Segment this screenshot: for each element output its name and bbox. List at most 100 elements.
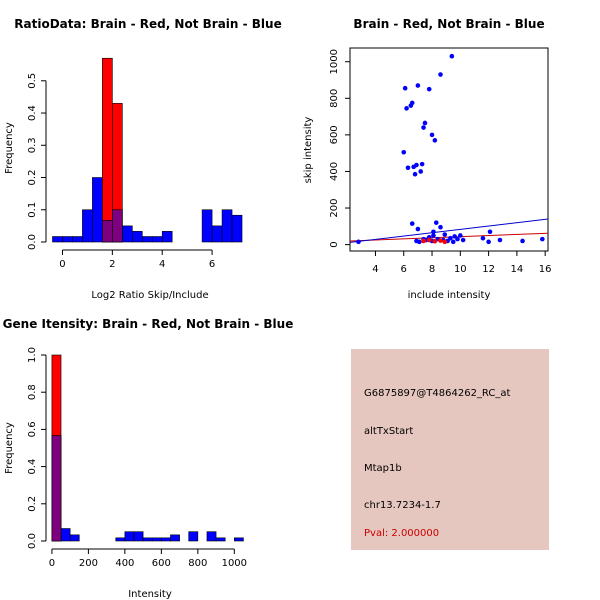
ratio-x-tick-label: 4 xyxy=(159,259,165,270)
ratio-histogram-xlabel: Log2 Ratio Skip/Include xyxy=(91,290,208,301)
ratio-x-tick-label: 0 xyxy=(59,259,65,270)
scatter-y-tick-label: 0 xyxy=(329,241,340,247)
ratio-y-tick-label: 0.3 xyxy=(27,137,38,153)
not-brain-point xyxy=(452,234,457,239)
gene-intensity-x-tick-label: 200 xyxy=(79,558,98,569)
gene-intensity-blue-bar xyxy=(170,534,180,542)
gene-intensity-y-tick-label: 0.2 xyxy=(27,496,38,512)
gene-intensity-blue-bar xyxy=(142,537,153,542)
event-type-text: altTxStart xyxy=(364,426,413,437)
not-brain-point xyxy=(460,237,466,243)
not-brain-point xyxy=(540,236,545,242)
gene-intensity-y-tick-label: 0.4 xyxy=(27,459,38,475)
not-brain-point xyxy=(450,239,456,245)
gene-intensity-ylabel: Frequency xyxy=(4,422,15,474)
ratio-overlap-bar xyxy=(112,209,123,243)
ratio-y-tick-label: 0.4 xyxy=(27,105,38,121)
ratio-blue-bar xyxy=(221,209,233,243)
ratio-x-tick-label: 2 xyxy=(109,259,115,270)
ratio-blue-bar xyxy=(72,236,83,243)
info-panel-background xyxy=(351,349,549,550)
scatter-plot-frame xyxy=(349,47,549,252)
scatter-x-tick-label: 12 xyxy=(482,264,495,275)
scatter-points xyxy=(356,53,545,245)
ratio-blue-bar xyxy=(122,225,133,243)
gene-intensity-y-tick-label: 0.8 xyxy=(27,384,38,400)
gene-intensity-xlabel: Intensity xyxy=(128,589,172,600)
not-brain-point xyxy=(448,235,453,241)
gene-intensity-blue-bar xyxy=(133,531,144,542)
gene-intensity-y-tick-label: 0.6 xyxy=(27,421,38,437)
scatter-axes: 4 6 8 10 12 14 16 0 200 400 600 800 1000 xyxy=(329,49,552,275)
location-text: chr13.7234-1.7 xyxy=(364,500,441,511)
not-brain-point xyxy=(432,138,438,143)
ratio-blue-bar xyxy=(161,231,173,243)
not-brain-point xyxy=(497,237,503,243)
not-brain-point xyxy=(458,233,463,238)
not-brain-point xyxy=(455,236,460,242)
scatter-y-tick-label: 200 xyxy=(329,198,340,217)
brain-point xyxy=(432,239,438,244)
gene-intensity-panel: Gene Itensity: Brain - Red, Not Brain - … xyxy=(3,317,294,600)
not-brain-point xyxy=(418,169,424,174)
not-brain-point xyxy=(356,239,361,245)
ratio-blue-bar xyxy=(62,236,73,243)
gene-intensity-axes: 0 200 400 600 800 1000 0.0 0.2 0.4 0.6 0.8 1.0 xyxy=(27,347,247,569)
scatter-x-tick-label: 10 xyxy=(454,264,467,275)
gene-intensity-blue-bar xyxy=(161,537,171,542)
not-brain-fit-line xyxy=(349,218,549,243)
ratio-histogram-axes: 0 2 4 6 0.0 0.1 0.2 0.3 0.4 0.5 xyxy=(27,73,215,270)
gene-intensity-bars xyxy=(51,354,244,542)
not-brain-point xyxy=(421,125,426,130)
brain-point xyxy=(442,239,448,245)
gene-intensity-blue-bar xyxy=(115,537,126,542)
not-brain-point xyxy=(431,229,436,235)
ratio-blue-bar xyxy=(52,236,63,243)
not-brain-point xyxy=(412,171,418,177)
scatter-y-tick-label: 1000 xyxy=(329,49,340,74)
ratio-blue-bar xyxy=(141,236,153,243)
scatter-x-tick-label: 4 xyxy=(372,264,378,275)
gene-intensity-x-tick-label: 800 xyxy=(188,558,207,569)
gene-intensity-x-tick-label: 1000 xyxy=(222,558,247,569)
not-brain-point xyxy=(402,85,408,91)
brain-point xyxy=(426,237,432,243)
gene-intensity-y-tick-label: 1.0 xyxy=(27,347,38,363)
not-brain-point xyxy=(442,232,448,237)
not-brain-point xyxy=(414,238,419,244)
not-brain-point xyxy=(433,220,439,225)
not-brain-point xyxy=(415,83,421,88)
ratio-blue-bar xyxy=(82,209,93,243)
scatter-y-tick-label: 400 xyxy=(329,162,340,181)
ratio-y-tick-label: 0.1 xyxy=(27,202,38,218)
ratio-blue-bar xyxy=(92,177,103,243)
ratio-blue-bar xyxy=(211,225,223,243)
not-brain-point xyxy=(409,100,415,106)
gene-intensity-overlap-bar xyxy=(51,435,62,542)
scatter-title: Brain - Red, Not Brain - Blue xyxy=(353,17,544,31)
ratio-blue-bar xyxy=(231,214,243,243)
gene-intensity-x-tick-label: 0 xyxy=(49,558,55,569)
not-brain-point xyxy=(438,224,443,230)
ratio-red-bar xyxy=(102,57,113,243)
gene-intensity-x-tick-label: 400 xyxy=(115,558,134,569)
not-brain-point xyxy=(486,239,491,245)
gene-intensity-blue-bar xyxy=(60,528,71,542)
scatter-xlabel: include intensity xyxy=(408,290,491,301)
ratio-y-tick-label: 0.0 xyxy=(27,234,38,250)
not-brain-point xyxy=(409,221,415,226)
info-panel: G6875897@T4864262_RC_at altTxStart Mtap1… xyxy=(351,349,549,550)
scatter-ylabel: skip intensity xyxy=(303,117,314,184)
gene-intensity-blue-bar xyxy=(215,537,226,542)
gene-intensity-title: Gene Itensity: Brain - Red, Not Brain - … xyxy=(3,317,294,331)
not-brain-point xyxy=(422,120,428,126)
ratio-histogram-title: RatioData: Brain - Red, Not Brain - Blue xyxy=(14,17,281,31)
not-brain-point xyxy=(415,226,421,232)
ratio-blue-bar xyxy=(131,231,143,243)
brain-point xyxy=(438,238,443,243)
not-brain-point xyxy=(419,161,425,167)
not-brain-point xyxy=(426,86,432,92)
pval-text: Pval: 2.000000 xyxy=(364,528,439,539)
brain-point xyxy=(421,238,426,244)
